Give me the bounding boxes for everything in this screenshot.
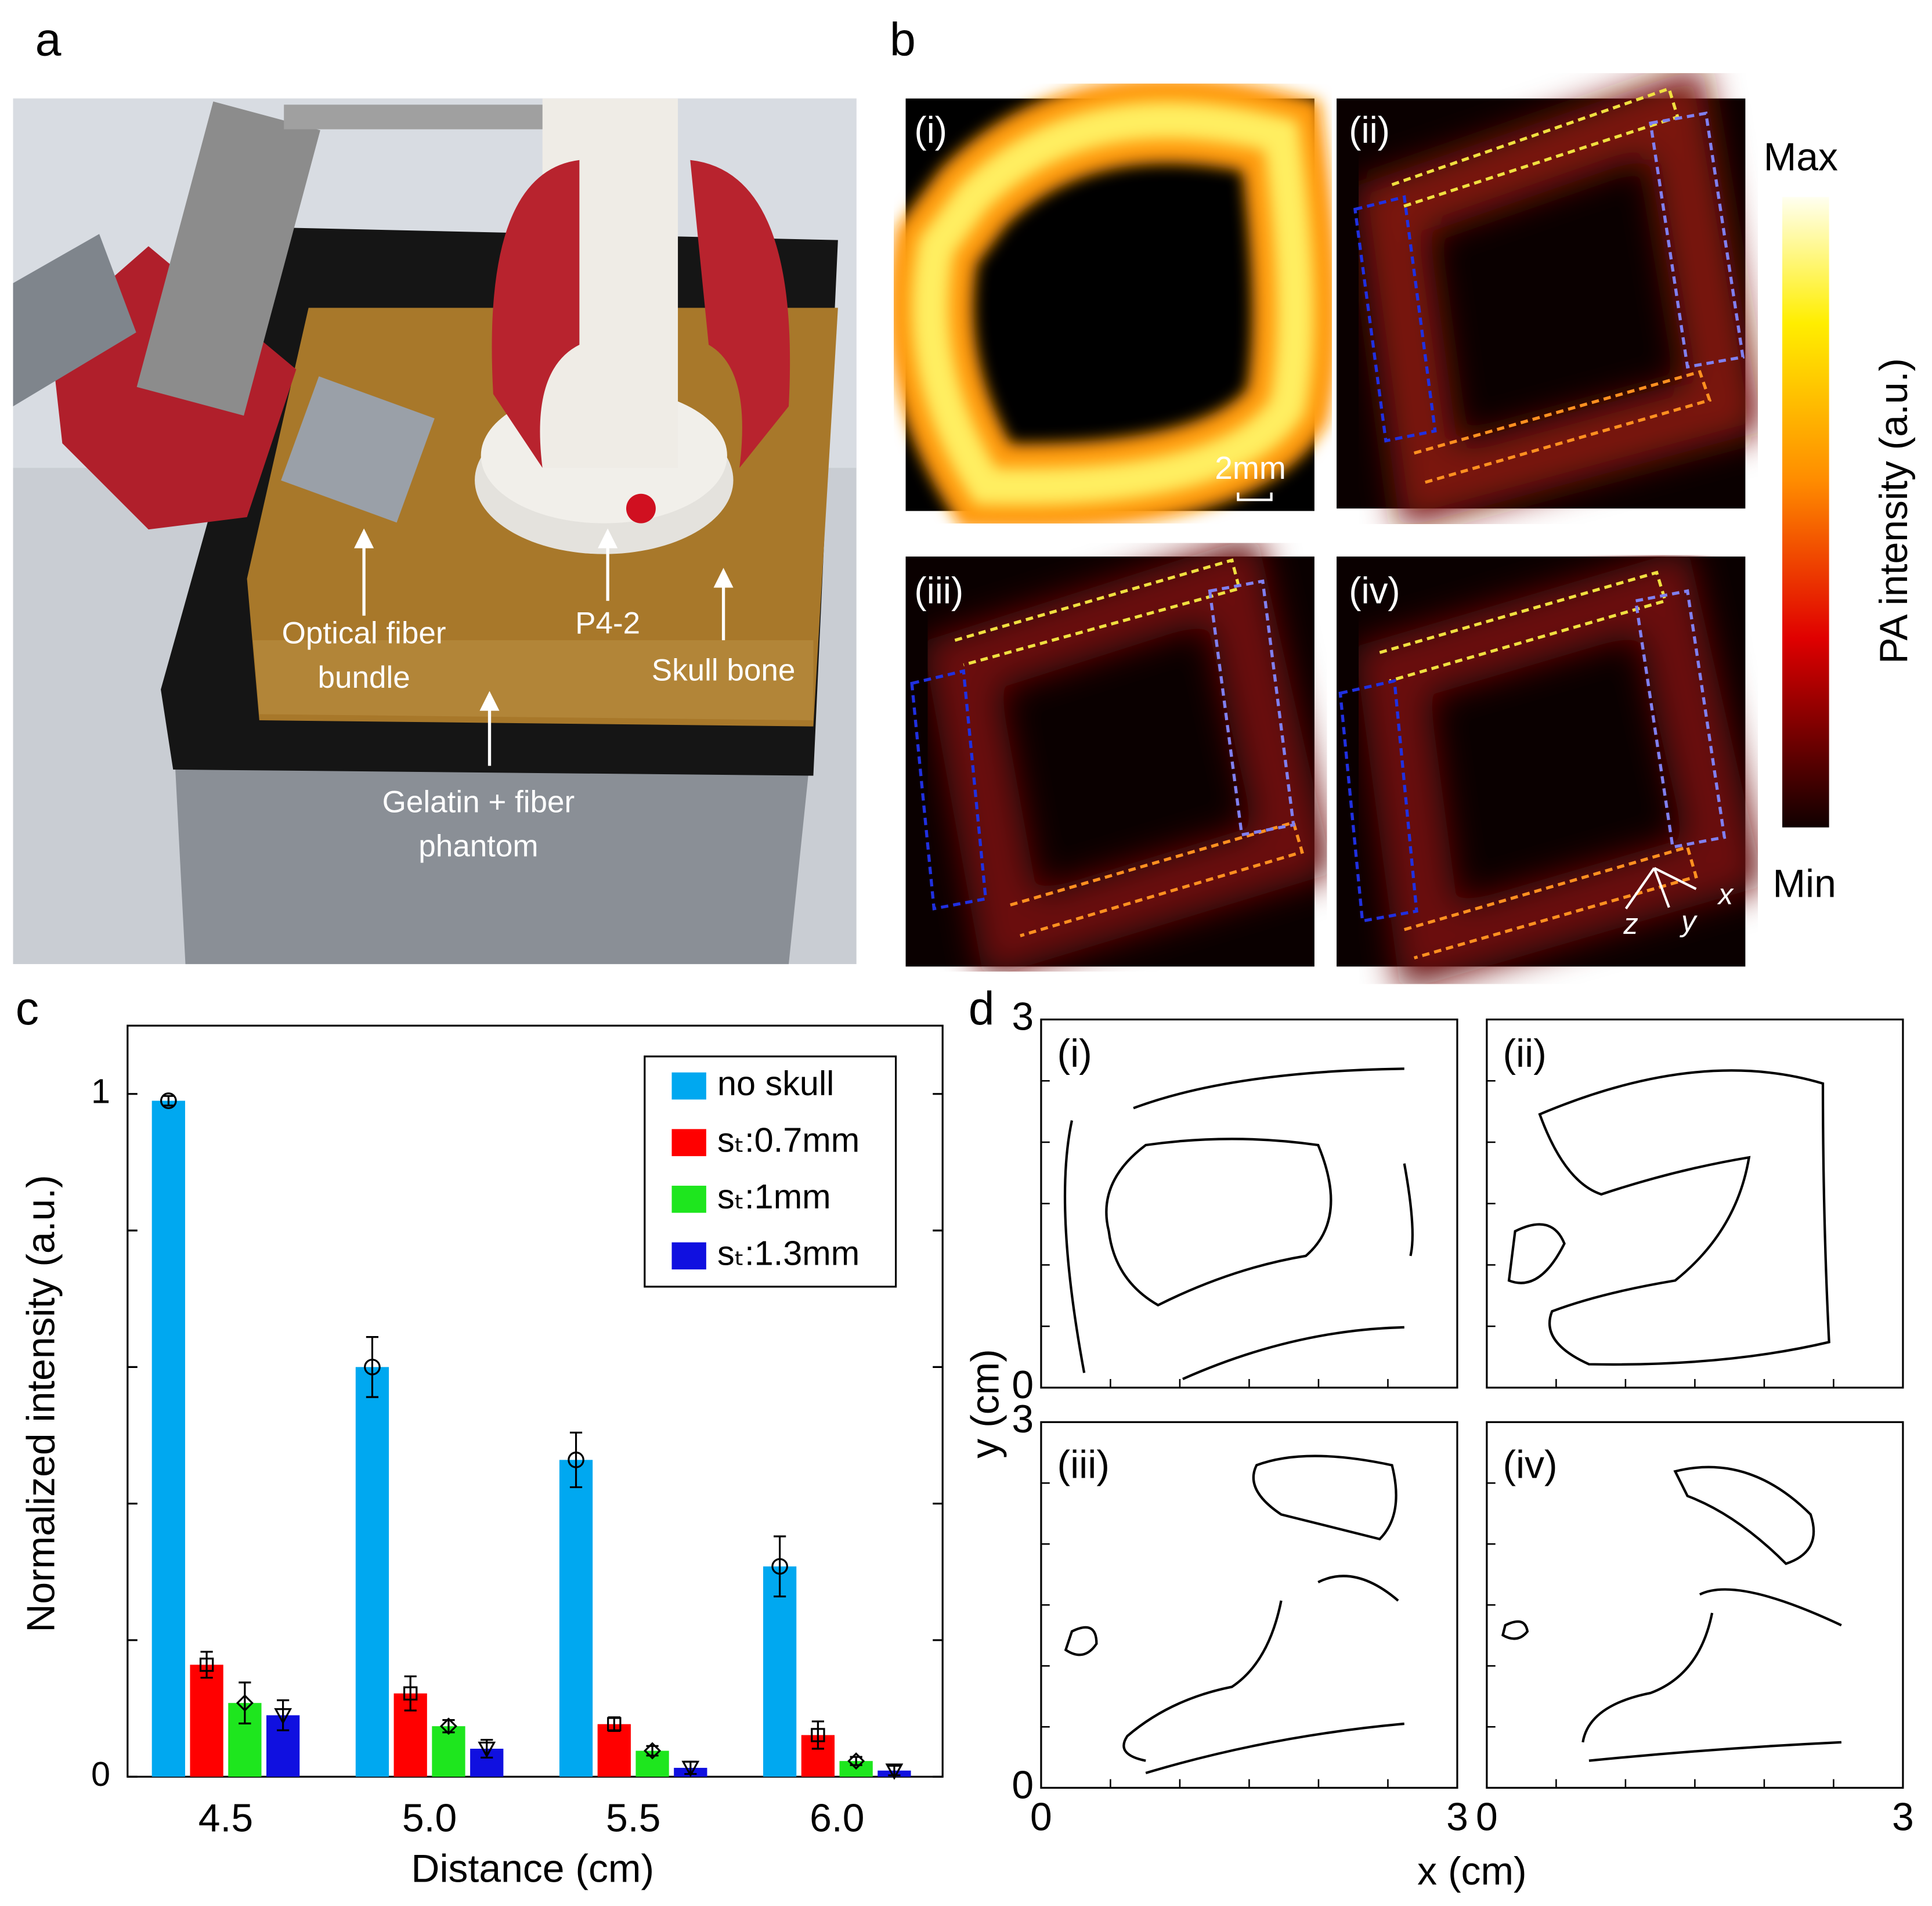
transducer-outline <box>910 86 1745 960</box>
x-tick-label: 0 <box>1030 1795 1052 1839</box>
image-label: (ii) <box>1349 110 1390 151</box>
marker <box>364 1359 381 1376</box>
marker <box>274 1708 292 1725</box>
marker <box>771 1558 788 1575</box>
bar <box>763 1566 797 1777</box>
pa-image <box>1337 66 1763 529</box>
bar <box>190 1665 223 1777</box>
axes-indicator <box>1624 867 1697 909</box>
colorbar-max: Max <box>1764 136 1838 179</box>
legend-swatch <box>671 1072 706 1100</box>
colorbar <box>1782 197 1829 828</box>
marker <box>199 1658 214 1672</box>
y-tick-label: 3 <box>1012 1398 1034 1441</box>
legend-swatch <box>671 1129 706 1157</box>
x-tick-label: 3 <box>1892 1795 1914 1839</box>
y-axis-label: y (cm) <box>964 1349 1007 1458</box>
scale-bar <box>1237 492 1273 501</box>
error-bar <box>277 1699 290 1731</box>
axis-letter: y <box>1680 905 1698 938</box>
marker <box>160 1092 177 1109</box>
pa-image <box>1337 548 1765 992</box>
marker <box>403 1686 418 1701</box>
legend-label: sₜ:0.7mm <box>717 1120 860 1159</box>
panel-label: d <box>969 983 995 1035</box>
bar <box>355 1367 389 1777</box>
annotation: phantom <box>418 829 538 864</box>
x-axis-label: Distance (cm) <box>411 1847 654 1891</box>
annotation: bundle <box>318 660 410 695</box>
x-tick-label: 5.5 <box>606 1797 660 1840</box>
annotation-arrows <box>354 528 734 766</box>
error-bar <box>888 1764 901 1777</box>
y-tick-label: 0 <box>91 1755 110 1793</box>
image-label: (iii) <box>914 570 963 611</box>
marker <box>439 1717 457 1735</box>
marker <box>478 1741 496 1759</box>
image-label: (i) <box>914 110 947 151</box>
plot-label: (ii) <box>1503 1032 1546 1075</box>
annotation: Skull bone <box>652 653 796 687</box>
colorbar-min: Min <box>1773 862 1836 905</box>
marker <box>236 1694 254 1712</box>
error-bar <box>200 1651 213 1679</box>
bar <box>559 1460 593 1777</box>
pa-image <box>905 535 1334 980</box>
legend-label: sₜ:1.3mm <box>717 1234 860 1273</box>
plot-label: (iii) <box>1057 1443 1109 1487</box>
panel-label: c <box>16 983 39 1035</box>
marker <box>644 1742 662 1760</box>
contour-plots <box>1040 1018 1904 1789</box>
error-bar <box>774 1535 786 1598</box>
annotation: Optical fiber <box>282 616 446 651</box>
x-tick-label: 3 <box>1446 1795 1468 1839</box>
bar <box>597 1724 631 1777</box>
plot-frame <box>127 1024 944 1778</box>
plot-label: (i) <box>1057 1032 1092 1075</box>
x-tick-label: 0 <box>1476 1795 1498 1839</box>
marker <box>847 1752 865 1770</box>
legend-label: no skull <box>717 1064 834 1103</box>
image-label: (iv) <box>1349 570 1400 611</box>
y-tick-label: 0 <box>1012 1763 1034 1807</box>
bar <box>151 1100 185 1777</box>
y-tick-label: 3 <box>1012 995 1034 1038</box>
x-tick-label: 4.5 <box>198 1797 253 1840</box>
annotation: P4-2 <box>575 607 640 641</box>
error-bar <box>646 1745 659 1757</box>
y-tick-label: 0 <box>1012 1363 1034 1407</box>
axis-letter: x <box>1717 878 1734 911</box>
error-bar <box>239 1681 251 1725</box>
legend-label: sₜ:1mm <box>717 1177 831 1216</box>
pa-image <box>887 77 1339 530</box>
x-tick-label: 5.0 <box>402 1797 457 1840</box>
colorbar-label: PA intensity (a.u.) <box>1872 358 1916 664</box>
marker <box>885 1763 904 1780</box>
panel-label: b <box>890 14 916 66</box>
legend-swatch <box>671 1185 706 1213</box>
error-bar <box>162 1095 175 1107</box>
scale-bar-label: 2mm <box>1215 450 1286 486</box>
x-axis-label: x (cm) <box>1417 1850 1526 1893</box>
marker <box>811 1728 825 1742</box>
x-tick-label: 6.0 <box>810 1797 864 1840</box>
error-bar <box>366 1336 379 1398</box>
marker <box>607 1717 622 1731</box>
annotation: Gelatin + fiber <box>382 785 575 819</box>
y-axis-label: Normalized intensity (a.u.) <box>19 1175 63 1632</box>
axis-letter: z <box>1623 907 1638 940</box>
error-bar <box>404 1675 417 1712</box>
error-bar <box>569 1431 583 1489</box>
error-bar <box>811 1720 825 1750</box>
marker <box>568 1452 584 1468</box>
photo <box>13 98 857 965</box>
plot-label: (iv) <box>1503 1443 1557 1487</box>
y-tick-label: 1 <box>91 1071 110 1110</box>
marker <box>681 1760 700 1778</box>
panel-label: a <box>35 14 62 66</box>
legend-swatch <box>671 1242 706 1270</box>
